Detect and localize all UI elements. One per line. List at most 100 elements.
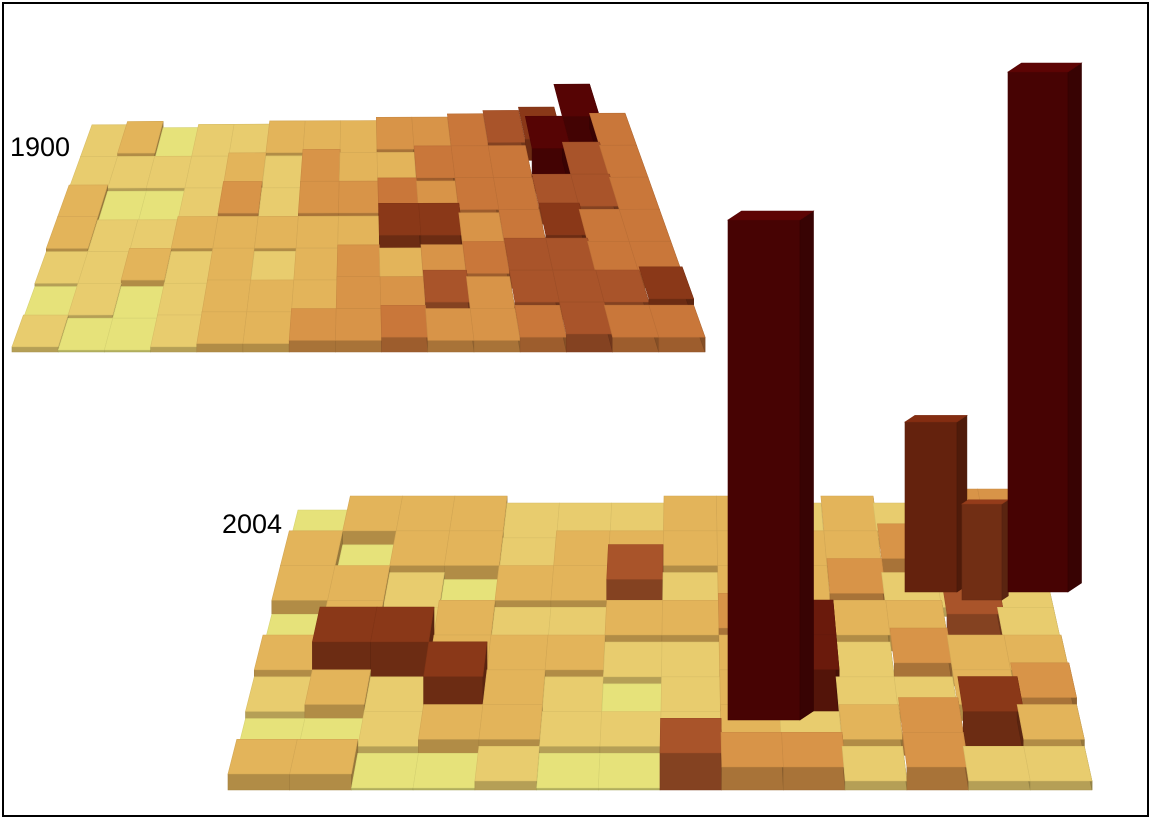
p2004-county-top	[820, 495, 878, 532]
tower-tallest	[1007, 62, 1083, 593]
p1900-county-top	[493, 177, 540, 210]
p2004-county-front	[227, 773, 291, 791]
p1900-county-top	[117, 120, 164, 154]
p2004-county-top	[482, 669, 546, 705]
p2004-county-top	[449, 495, 508, 532]
p1900-county-top	[338, 180, 379, 214]
p1900-county-front	[427, 340, 475, 353]
p2004-county-top	[829, 599, 891, 636]
p2004-county-front	[342, 530, 397, 548]
p2004-county-top	[444, 530, 504, 566]
p1900-county-top	[150, 314, 203, 348]
p1900-county-top	[300, 148, 341, 182]
p2004-county-top	[602, 641, 663, 678]
p1900-county-top	[57, 317, 114, 351]
p1900-county-top	[196, 311, 248, 344]
p1900-county-top	[207, 247, 255, 281]
p1900-county-front	[150, 346, 198, 353]
p1900-county-top	[297, 180, 340, 214]
p2004-county-top	[946, 634, 1011, 671]
p2004-county-top	[832, 641, 895, 678]
p2004-county-front	[721, 766, 784, 791]
year-label-2004: 2004	[222, 509, 283, 539]
p1900-county-top	[293, 247, 339, 281]
p1900-county-top	[250, 250, 297, 284]
p1900-county-top	[184, 155, 230, 189]
p1900-county-top	[337, 215, 380, 249]
p1900-county-top	[338, 152, 379, 185]
p2004-county-top	[553, 530, 611, 566]
p2004-county-top	[289, 738, 359, 775]
p2004-county-top	[599, 711, 662, 747]
p2004-county-top	[659, 717, 723, 754]
p1900-county-top	[425, 308, 475, 341]
p1900-county-top	[288, 308, 337, 341]
p2004-county-top	[486, 634, 549, 671]
p1900-county-top	[553, 83, 600, 117]
p1900-county-top	[212, 216, 259, 249]
p2004-county-top	[536, 752, 601, 789]
p2004-county-top	[660, 676, 721, 712]
p1900-county-top	[246, 279, 295, 313]
p2004-county-top	[474, 745, 540, 782]
p1900-county-front	[288, 340, 336, 353]
p1900-county-front	[473, 340, 521, 353]
p2004-county-top	[312, 606, 378, 643]
p2004-county-top	[370, 606, 435, 643]
p2004-county-front	[968, 780, 1031, 791]
p1900-county-top	[454, 177, 500, 210]
p1900-county-top	[201, 279, 251, 313]
tower-mid	[904, 414, 968, 593]
p1900-county-top	[411, 116, 452, 150]
p2004-county-top	[550, 565, 609, 601]
p1900-county-top	[339, 120, 378, 153]
p2004-county-top	[841, 745, 908, 782]
p1900-county-top	[335, 276, 382, 309]
p1900-county-top	[378, 203, 422, 236]
p1900-county-front	[519, 336, 567, 353]
p2004-county-top	[541, 676, 604, 712]
p1900-county-top	[257, 187, 301, 220]
year-label-1900: 1900	[10, 132, 71, 162]
p2004-county-front	[844, 780, 908, 791]
p2004-county-top	[502, 502, 560, 539]
p1900-county-front	[566, 333, 613, 353]
p2004-county-top	[826, 558, 887, 594]
p1900-county-top	[462, 241, 510, 274]
p1900-county-top	[648, 304, 706, 338]
p1900-county-top	[469, 308, 521, 341]
p2004-county-front	[474, 780, 537, 791]
p2004-county-front	[783, 766, 846, 791]
p1900-county-top	[552, 269, 605, 303]
p2004-county-top	[280, 530, 344, 566]
p2004-county-top	[539, 711, 602, 747]
p1900-county-top	[375, 116, 415, 150]
p1900-county-top	[217, 181, 263, 214]
p1900-county-top	[538, 202, 588, 236]
p2004-county-top	[781, 731, 846, 768]
p1900-county-top	[170, 216, 219, 249]
p1900-county-front	[612, 336, 660, 353]
p2004-county-top	[902, 731, 969, 768]
p1900-county-front	[196, 343, 244, 353]
p2004-county-front	[418, 738, 480, 756]
p2004-county-front	[304, 704, 365, 721]
p2004-county-top	[357, 711, 424, 747]
p2004-county-top	[351, 752, 419, 789]
p1900-county-top	[291, 279, 338, 313]
p1900-county-top	[254, 215, 299, 249]
p2004-county-top	[720, 731, 784, 768]
p2004-county-top	[604, 599, 663, 636]
map-2004	[227, 62, 1093, 791]
p1900-county-top	[509, 269, 560, 303]
p1900-county-front	[381, 336, 429, 353]
p2004-county-front	[906, 766, 969, 791]
p1900-county-top	[302, 120, 342, 153]
p1900-county-top	[378, 247, 424, 281]
p1900-county-top	[446, 113, 489, 147]
p1900-county-top	[422, 269, 471, 303]
p1900-county-top	[487, 145, 533, 178]
p2004-county-top	[544, 634, 606, 671]
p1900-county-top	[191, 123, 235, 157]
